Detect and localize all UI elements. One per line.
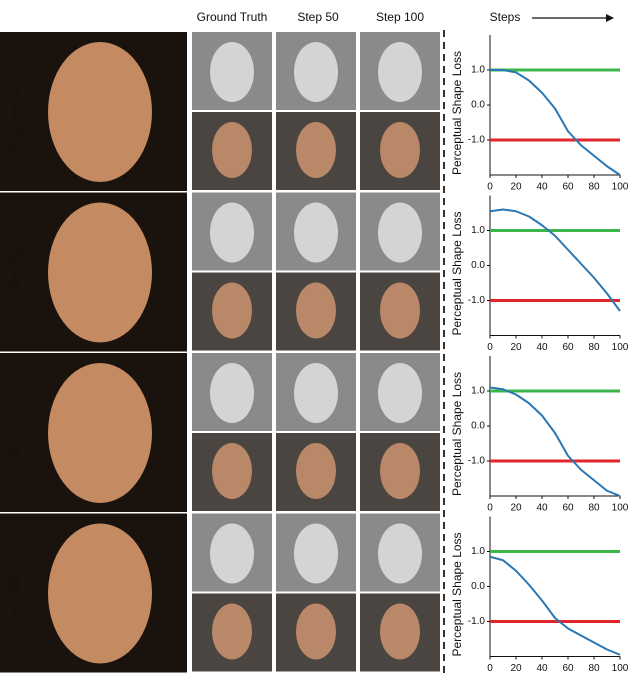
photo-face bbox=[296, 604, 336, 660]
x-tick-label: 40 bbox=[536, 342, 548, 353]
y-tick-label: 1.0 bbox=[471, 386, 485, 397]
x-tick-label: 20 bbox=[510, 182, 522, 193]
x-tick-label: 80 bbox=[588, 342, 600, 353]
line-series bbox=[490, 557, 620, 655]
x-tick-label: 100 bbox=[612, 182, 629, 193]
x-tick-label: 60 bbox=[562, 663, 574, 674]
y-tick-label: 0.0 bbox=[471, 581, 485, 592]
mesh-face bbox=[378, 203, 422, 263]
face bbox=[48, 203, 152, 343]
column-header: Step 50 bbox=[297, 10, 339, 24]
x-tick-label: 100 bbox=[612, 503, 629, 514]
mesh-face bbox=[294, 363, 338, 423]
line-series bbox=[490, 388, 620, 497]
mesh-face bbox=[210, 42, 254, 102]
x-tick-label: 0 bbox=[487, 182, 493, 193]
x-tick-label: 20 bbox=[510, 342, 522, 353]
x-tick-label: 40 bbox=[536, 503, 548, 514]
x-tick-label: 60 bbox=[562, 503, 574, 514]
x-tick-label: 100 bbox=[612, 663, 629, 674]
mesh-face bbox=[378, 42, 422, 102]
photo-face bbox=[212, 604, 252, 660]
x-tick-label: 80 bbox=[588, 503, 600, 514]
photo-face bbox=[380, 122, 420, 178]
y-tick-label: 0.0 bbox=[471, 421, 485, 432]
x-tick-label: 40 bbox=[536, 182, 548, 193]
mesh-face bbox=[378, 524, 422, 584]
photo-face bbox=[296, 122, 336, 178]
x-tick-label: 60 bbox=[562, 182, 574, 193]
figure: Ground Truth Step 50 Step 100 Steps Expr… bbox=[0, 0, 630, 677]
photo-face bbox=[212, 122, 252, 178]
y-tick-label: -1.0 bbox=[468, 456, 486, 467]
x-tick-label: 80 bbox=[588, 182, 600, 193]
photo-face bbox=[212, 283, 252, 339]
y-tick-label: 1.0 bbox=[471, 65, 485, 76]
photo-face bbox=[380, 443, 420, 499]
photo-face bbox=[380, 604, 420, 660]
steps-label: Steps bbox=[490, 10, 521, 24]
mesh-face bbox=[210, 203, 254, 263]
y-tick-label: 1.0 bbox=[471, 546, 485, 557]
y-tick-label: 1.0 bbox=[471, 225, 485, 236]
face bbox=[48, 524, 152, 664]
y-axis-label: Perceptual Shape Loss bbox=[450, 51, 464, 175]
mesh-face bbox=[210, 524, 254, 584]
x-tick-label: 100 bbox=[612, 342, 629, 353]
x-tick-label: 0 bbox=[487, 342, 493, 353]
y-tick-label: -1.0 bbox=[468, 616, 486, 627]
x-tick-label: 80 bbox=[588, 663, 600, 674]
y-axis-label: Perceptual Shape Loss bbox=[450, 211, 464, 335]
row-label: Identity bbox=[7, 247, 24, 299]
line-series bbox=[490, 70, 620, 175]
face bbox=[48, 363, 152, 503]
line-series bbox=[490, 210, 620, 312]
photo-face bbox=[380, 283, 420, 339]
y-tick-label: -1.0 bbox=[468, 295, 486, 306]
x-tick-label: 0 bbox=[487, 503, 493, 514]
face bbox=[48, 42, 152, 182]
y-tick-label: 0.0 bbox=[471, 100, 485, 111]
column-header: Step 100 bbox=[376, 10, 424, 24]
mesh-face bbox=[378, 363, 422, 423]
row-label: Translation bbox=[7, 554, 24, 633]
x-tick-label: 0 bbox=[487, 663, 493, 674]
y-tick-label: 0.0 bbox=[471, 260, 485, 271]
mesh-face bbox=[210, 363, 254, 423]
mesh-face bbox=[294, 42, 338, 102]
arrow-head bbox=[606, 14, 614, 22]
y-axis-label: Perceptual Shape Loss bbox=[450, 372, 464, 496]
x-tick-label: 40 bbox=[536, 663, 548, 674]
photo-face bbox=[212, 443, 252, 499]
x-tick-label: 60 bbox=[562, 342, 574, 353]
y-axis-label: Perceptual Shape Loss bbox=[450, 532, 464, 656]
y-tick-label: -1.0 bbox=[468, 135, 486, 146]
photo-face bbox=[296, 283, 336, 339]
column-header: Ground Truth bbox=[197, 10, 268, 24]
photo-face bbox=[296, 443, 336, 499]
x-tick-label: 20 bbox=[510, 663, 522, 674]
row-label: Rotation bbox=[7, 403, 24, 463]
x-tick-label: 20 bbox=[510, 503, 522, 514]
mesh-face bbox=[294, 203, 338, 263]
mesh-face bbox=[294, 524, 338, 584]
row-label: Expression bbox=[7, 72, 24, 151]
